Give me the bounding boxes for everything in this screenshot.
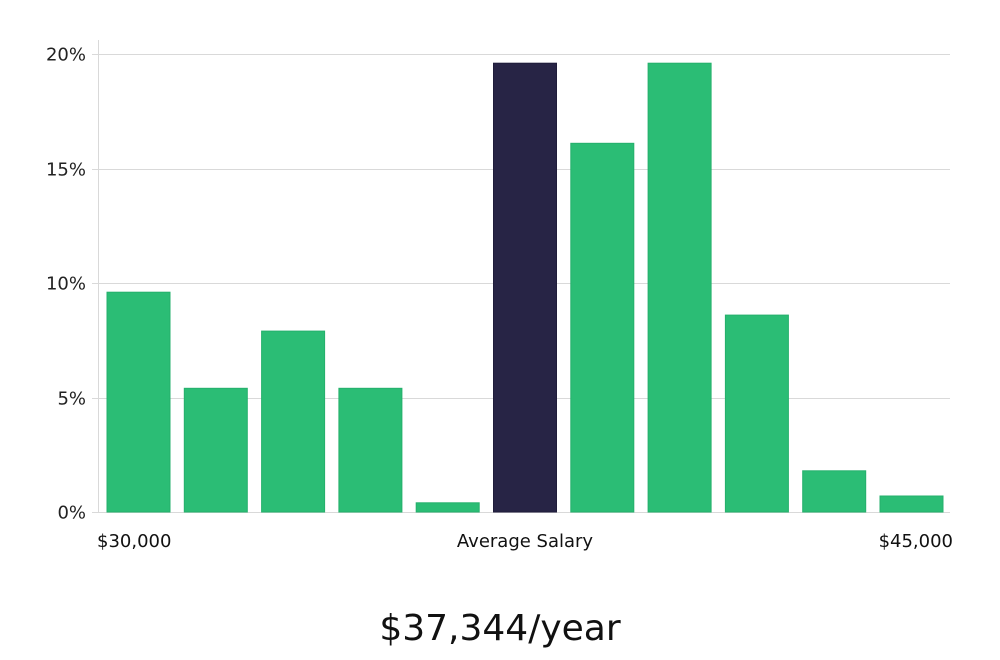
bar [261, 330, 326, 513]
y-axis-ticks: 0% 5% 10% 15% 20% [46, 45, 86, 524]
average-salary-value: $37,344/year [379, 608, 621, 649]
y-tick-label: 0% [57, 503, 86, 524]
y-tick-label: 20% [46, 45, 86, 66]
bar [802, 470, 867, 513]
x-label-center: Average Salary [457, 531, 594, 552]
bar-average-salary [493, 62, 557, 513]
y-tick-label: 10% [46, 274, 86, 295]
y-tick-label: 5% [57, 389, 86, 410]
bar [570, 142, 635, 513]
x-label-max: $45,000 [879, 531, 953, 552]
bar [647, 62, 712, 513]
bar [879, 495, 944, 513]
bar [183, 387, 248, 513]
bar [415, 502, 480, 513]
x-label-min: $30,000 [97, 531, 171, 552]
bar [106, 291, 171, 513]
salary-histogram: 0% 5% 10% 15% 20% $30,000 Average Salary $45… [46, 40, 953, 552]
bar [338, 387, 403, 513]
bar [724, 314, 789, 513]
y-tick-label: 15% [46, 160, 86, 181]
bars [106, 62, 944, 513]
